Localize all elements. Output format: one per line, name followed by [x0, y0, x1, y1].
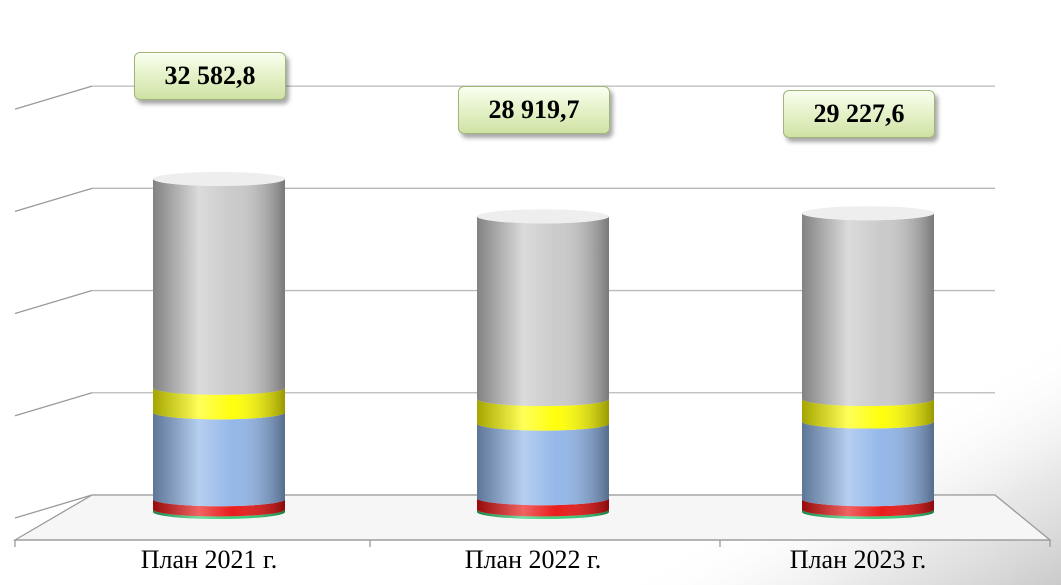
bar-segment-shading [153, 412, 285, 507]
bar-top-cap [153, 171, 285, 186]
gridline-side [14, 494, 93, 519]
bar-total-label: 32 582,8 [134, 52, 286, 100]
bar-segment-shading [802, 399, 934, 429]
bar-segment-shading [802, 213, 934, 407]
bar-segment-shading [802, 421, 934, 507]
gridline-side [14, 392, 93, 417]
gridline-side [14, 289, 93, 315]
bar-segment-shading [477, 509, 609, 519]
bar-total-label: 28 919,7 [458, 86, 610, 134]
category-label: План 2021 г. [140, 545, 278, 574]
bar-segment-shading [153, 499, 285, 517]
gridline-side [14, 85, 93, 110]
bar-top-cap [477, 209, 609, 224]
bar-segment-shading [153, 509, 285, 519]
bar-segment-shading [153, 178, 285, 395]
gridline-side [14, 187, 93, 212]
bar-segment-shading [802, 499, 934, 517]
bar-segment-shading [477, 423, 609, 506]
bar-top-cap [802, 206, 934, 221]
category-label: План 2022 г. [464, 545, 602, 574]
bar-segment-shading [802, 509, 934, 519]
bars [153, 171, 934, 519]
bar-segment-shading [153, 387, 285, 420]
bar-segment-shading [477, 216, 609, 407]
bar-total-label: 29 227,6 [783, 90, 935, 138]
bar-segment-shading [477, 399, 609, 431]
bar-segment-shading [477, 498, 609, 517]
category-label: План 2023 г. [789, 545, 927, 574]
